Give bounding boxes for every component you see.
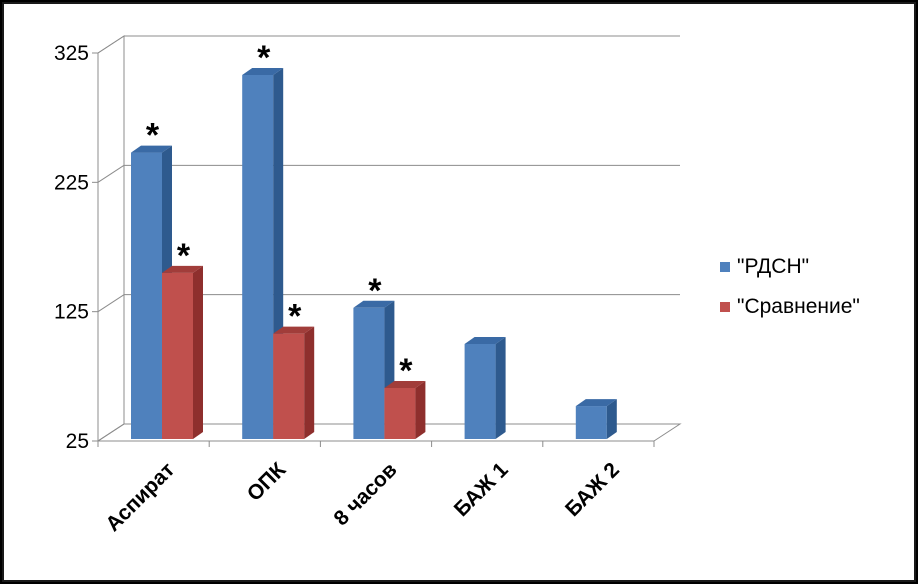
bar-side [415, 380, 426, 439]
category-label: БАЖ 2 [561, 458, 624, 521]
annotations: * * * * * * [146, 39, 413, 390]
legend: "РДСН" "Сравнение" [720, 255, 860, 318]
gridline-diagonal [97, 423, 125, 442]
significance-marker: * [399, 352, 413, 390]
significance-marker: * [146, 117, 160, 155]
category-label: БАЖ 1 [450, 458, 513, 521]
gridline-diagonal [97, 294, 125, 313]
side-wall [97, 35, 125, 442]
bar [131, 152, 162, 439]
y-tick-label: 125 [54, 301, 89, 324]
bar-chart: * * * * * * 25 125 225 325 Аспират ОПК 8 часов БАЖ … [54, 35, 860, 536]
significance-marker: * [368, 272, 382, 310]
bar-top [384, 380, 426, 388]
bar [464, 344, 496, 439]
bar-top [162, 265, 203, 273]
legend-swatch [720, 302, 730, 312]
significance-marker: * [288, 298, 302, 336]
bar-top [464, 337, 506, 344]
significance-marker: * [177, 237, 191, 275]
x-axis: Аспират ОПК 8 часов БАЖ 1 БАЖ 2 [97, 440, 655, 536]
gridline-diagonal [97, 35, 125, 54]
category-label: 8 часов [330, 458, 402, 530]
bar-side [193, 265, 203, 439]
bar-top [353, 300, 395, 308]
bar [384, 387, 416, 439]
y-tick-label: 225 [54, 171, 89, 194]
bars [131, 67, 617, 439]
bar-side [495, 337, 506, 439]
bar [575, 406, 607, 439]
bar-top [131, 145, 172, 153]
y-tick-label: 325 [54, 42, 89, 65]
bar-side [606, 399, 617, 439]
bar-top [575, 399, 617, 407]
y-tick-label: 25 [66, 430, 89, 453]
bar [162, 272, 193, 439]
bar-top [273, 326, 315, 334]
bar-top [242, 67, 284, 75]
bar [353, 307, 385, 439]
category-label: Аспират [101, 458, 179, 536]
legend-entry: "Сравнение" [737, 295, 860, 318]
bar-side [304, 326, 315, 439]
bar [242, 74, 274, 439]
significance-marker: * [257, 39, 271, 77]
category-label: ОПК [243, 458, 291, 506]
bar [273, 333, 305, 439]
legend-swatch [720, 262, 730, 272]
gridline-diagonal [97, 164, 125, 183]
legend-entry: "РДСН" [737, 255, 809, 278]
y-axis: 25 125 225 325 [54, 42, 99, 453]
